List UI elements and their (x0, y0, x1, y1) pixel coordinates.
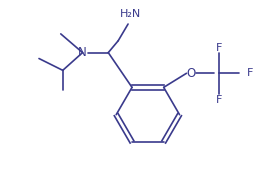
Text: N: N (78, 46, 87, 59)
Text: F: F (216, 43, 222, 53)
Text: O: O (187, 67, 196, 80)
Text: F: F (216, 95, 222, 105)
Text: H₂N: H₂N (119, 9, 141, 19)
Text: F: F (247, 68, 253, 78)
